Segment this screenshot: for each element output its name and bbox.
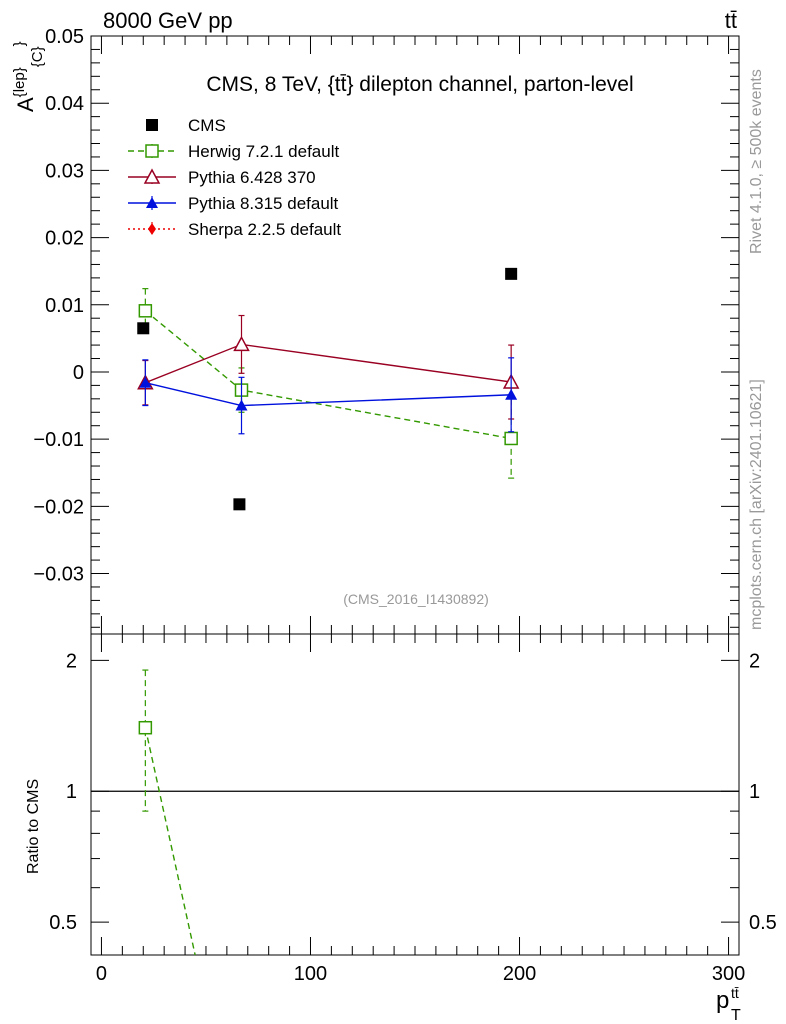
- data-point-cms: [137, 322, 150, 335]
- series-herwig: [138, 288, 518, 479]
- legend-label-pythia6: Pythia 6.428 370: [188, 168, 316, 187]
- x-tick-label: 300: [712, 963, 745, 985]
- legend-marker-herwig: [145, 144, 159, 158]
- legend-marker-sherpa: [148, 223, 156, 235]
- ratio-y-tick-label: 2: [66, 650, 77, 672]
- y-tick-label: 0.01: [45, 295, 84, 317]
- y-tick-label: −0.03: [33, 564, 84, 586]
- legend-entry-sherpa: Sherpa 2.2.5 default: [128, 220, 341, 239]
- ratio-panel-frame: [90, 633, 740, 956]
- x-tick-label: 100: [294, 963, 327, 985]
- ratio-data-layer: [138, 669, 196, 956]
- series-pythia8: [139, 357, 518, 435]
- y-tick-label: 0.05: [45, 26, 84, 48]
- legend-label-cms: CMS: [188, 116, 226, 135]
- main-axes: −0.03 −0.02 −0.01 0 0.01 0.02 0.03 0.04 0.05: [33, 26, 739, 634]
- ratio-y-tick-label: 1: [66, 781, 77, 803]
- x-tick-label: 200: [503, 963, 536, 985]
- data-point-pythia8: [505, 388, 518, 400]
- legend: CMS Herwig 7.2.1 default Pythia 6.428 370 P…: [128, 116, 341, 239]
- header-left: 8000 GeV pp: [103, 8, 233, 33]
- ratio-series-herwig: [138, 669, 196, 956]
- y-label-sub: {C}: [29, 46, 46, 67]
- legend-label-pythia8: Pythia 8.315 default: [188, 194, 339, 213]
- legend-entry-cms: CMS: [146, 116, 226, 135]
- ratio-y-label: Ratio to CMS: [25, 779, 42, 874]
- y-label-sup: {lep}: [11, 67, 28, 97]
- header-right: tt̄: [725, 8, 737, 33]
- legend-entry-pythia8: Pythia 8.315 default: [128, 194, 339, 213]
- ratio-axes: 0.5 0.5 1 1 2 2 0 100 200 300: [49, 634, 777, 985]
- x-tick-label: 0: [96, 963, 107, 985]
- ratio-y-tick-label-right: 0.5: [749, 912, 777, 934]
- data-point-pythia8: [139, 376, 152, 388]
- mcplots-site-label: mcplots.cern.ch [arXiv:2401.10621]: [748, 379, 765, 630]
- x-axis-label-sup: tt̄: [731, 985, 739, 1001]
- y-tick-label: 0.04: [45, 93, 84, 115]
- data-point-herwig: [504, 431, 518, 446]
- y-tick-label: 0: [73, 362, 84, 384]
- data-point-cms: [505, 267, 518, 280]
- x-axis-label-sub: T: [731, 1007, 741, 1024]
- legend-marker-pythia8: [146, 197, 158, 208]
- legend-marker-cms: [146, 119, 158, 131]
- legend-label-sherpa: Sherpa 2.2.5 default: [188, 220, 341, 239]
- rivet-version-label: Rivet 4.1.0, ≥ 500k events: [748, 69, 765, 254]
- svg-text:A{lep}{C}}: A{lep}{C}}: [11, 41, 46, 112]
- legend-entry-pythia6: Pythia 6.428 370: [128, 168, 316, 187]
- ratio-y-tick-label-right: 2: [749, 650, 760, 672]
- data-point-cms: [233, 498, 246, 511]
- chart-title: CMS, 8 TeV, {tt̄} dilepton channel, part…: [206, 73, 633, 96]
- ratio-line-herwig: [144, 727, 196, 956]
- data-point-pythia6: [233, 335, 250, 352]
- y-label-close: }: [11, 41, 28, 46]
- series-pythia6: [137, 314, 520, 420]
- legend-marker-pythia6: [143, 168, 161, 184]
- ratio-y-tick-label-right: 1: [749, 781, 760, 803]
- legend-label-herwig: Herwig 7.2.1 default: [188, 142, 339, 161]
- y-tick-label: −0.01: [33, 429, 84, 451]
- main-data-layer: [137, 267, 520, 511]
- analysis-watermark: (CMS_2016_I1430892): [343, 591, 489, 607]
- series-line-pythia8: [145, 382, 512, 407]
- ratio-point-herwig: [138, 720, 153, 735]
- y-label-main: A: [13, 97, 38, 112]
- y-axis-label: A{lep}{C}}: [11, 41, 46, 112]
- legend-entry-herwig: Herwig 7.2.1 default: [128, 142, 339, 161]
- series-cms: [137, 267, 518, 511]
- ratio-y-tick-label: 0.5: [49, 912, 77, 934]
- series-line-pythia6: [145, 343, 512, 384]
- x-axis-label: p: [716, 987, 729, 1014]
- y-tick-label: −0.02: [33, 496, 84, 518]
- y-tick-label: 0.02: [45, 228, 84, 250]
- data-point-herwig: [138, 304, 153, 318]
- y-tick-label: 0.03: [45, 160, 84, 182]
- data-point-pythia8: [235, 399, 248, 411]
